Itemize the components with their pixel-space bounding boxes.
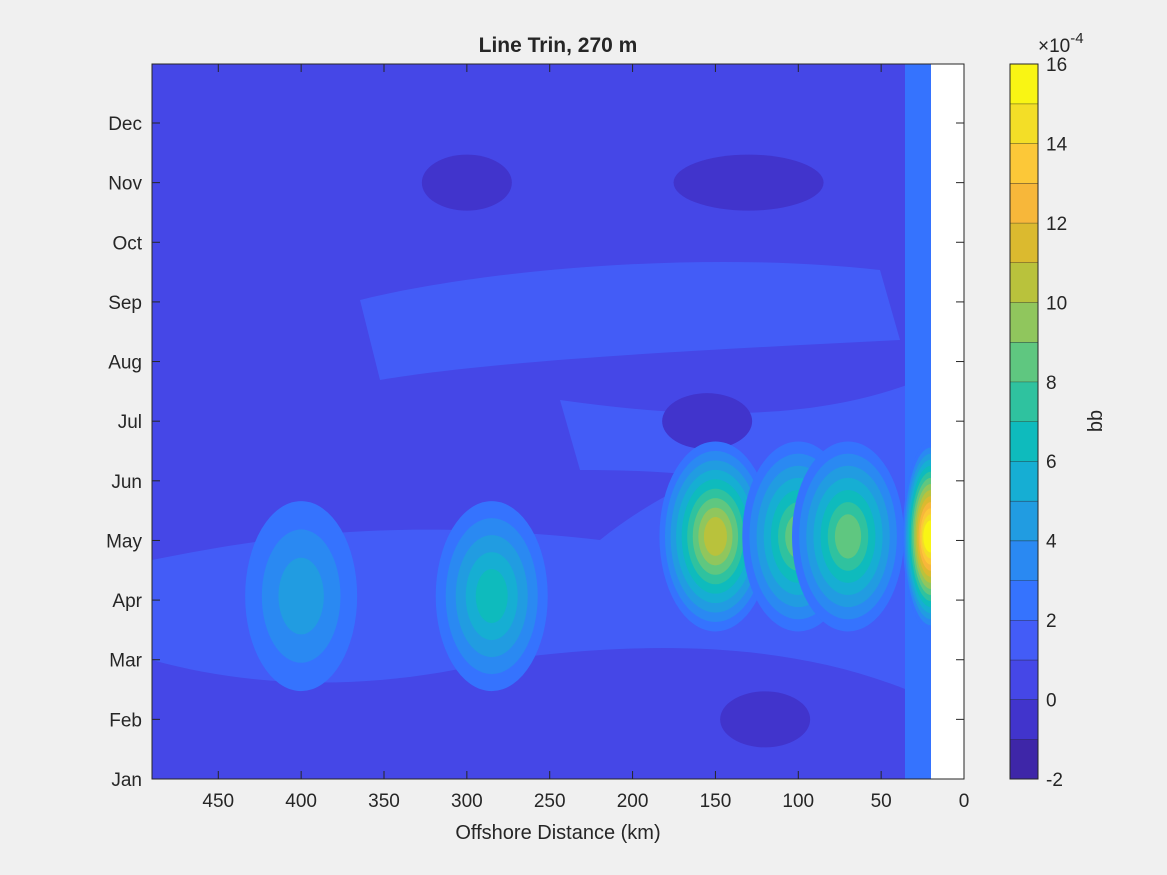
colorbar-tick-label: 4: [1046, 532, 1057, 553]
colorbar-segment: [1010, 699, 1038, 740]
x-tick-label: 350: [368, 791, 400, 812]
colorbar-tick-label: 14: [1046, 134, 1068, 155]
y-tick-label: Feb: [109, 710, 142, 731]
contour-level: [278, 557, 324, 635]
colorbar-tick-label: -2: [1046, 770, 1063, 791]
colorbar-segment: [1010, 659, 1038, 700]
contour-level: [475, 569, 508, 624]
colorbar-segment: [1010, 540, 1038, 581]
x-tick-label: 200: [617, 791, 649, 812]
x-axis-label: Offshore Distance (km): [455, 822, 660, 844]
colorbar-frame: [1009, 63, 1039, 780]
y-tick-label: Nov: [108, 174, 142, 195]
colorbar-segment: [1010, 342, 1038, 382]
low-patch: [662, 393, 753, 450]
colorbar-exponent: ×10-4: [1038, 30, 1084, 57]
colorbar-segment: [1010, 103, 1038, 144]
x-tick-label: 100: [782, 791, 814, 812]
colorbar-segment: [1010, 461, 1038, 501]
colorbar-tick-label: 8: [1046, 373, 1057, 394]
x-tick-label: 50: [871, 791, 892, 812]
low-patch: [673, 154, 824, 211]
colorbar-segment: [1010, 143, 1038, 184]
y-tick-label: Oct: [112, 233, 142, 254]
contour-level: [923, 520, 931, 553]
colorbar-segment: [1010, 421, 1038, 462]
colorbar-segment: [1010, 500, 1038, 541]
colorbar-segment: [1010, 262, 1038, 303]
colorbar: -2 0 2 4 6 8 10 12 14 16 ×10-4 bb: [1009, 30, 1107, 791]
field-nearshore-strip: [905, 64, 931, 779]
colorbar-tick-label: 16: [1046, 55, 1067, 76]
y-tick-label: Dec: [108, 114, 142, 135]
y-tick-label: Jun: [111, 472, 142, 493]
colorbar-tick-label: 2: [1046, 611, 1057, 632]
colorbar-segment: [1010, 183, 1038, 223]
y-tick-label: Aug: [108, 353, 142, 374]
contour-field: [152, 64, 931, 779]
colorbar-segment: [1010, 64, 1038, 104]
y-tick-label: Sep: [108, 293, 142, 314]
y-tick-label: Apr: [112, 591, 142, 612]
colorbar-label: bb: [1085, 410, 1107, 432]
contour-level: [834, 514, 862, 559]
colorbar-tick-label: 12: [1046, 214, 1067, 235]
colorbar-tick-label: 10: [1046, 293, 1067, 314]
x-tick-label: 450: [202, 791, 234, 812]
colorbar-segment: [1010, 302, 1038, 343]
x-tick-label: 0: [959, 791, 970, 812]
x-tick-label: 250: [534, 791, 566, 812]
colorbar-tick-label: 0: [1046, 691, 1057, 712]
colorbar-segment: [1010, 222, 1038, 263]
y-axis: Jan Feb Mar Apr May Jun Jul Aug Sep Oct Nov Dec: [106, 114, 964, 791]
colorbar-segment: [1010, 580, 1038, 621]
y-tick-label: May: [106, 531, 142, 552]
y-tick-label: Mar: [109, 651, 142, 672]
y-tick-label: Jul: [118, 412, 142, 433]
y-tick-label: Jan: [111, 770, 142, 791]
x-tick-label: 150: [700, 791, 732, 812]
colorbar-segment: [1010, 739, 1038, 779]
x-tick-label: 300: [451, 791, 483, 812]
x-axis: 450 400 350 300 250 200 150 100 50 0: [202, 64, 969, 812]
colorbar-segment: [1010, 381, 1038, 422]
colorbar-segment: [1010, 620, 1038, 660]
field-autumn-band: [360, 261, 900, 380]
chart-title: Line Trin, 270 m: [479, 34, 638, 57]
x-tick-label: 400: [285, 791, 317, 812]
low-patch: [720, 691, 811, 748]
low-patch: [421, 154, 512, 211]
colorbar-tick-label: 6: [1046, 452, 1057, 473]
contour-level: [703, 517, 727, 556]
